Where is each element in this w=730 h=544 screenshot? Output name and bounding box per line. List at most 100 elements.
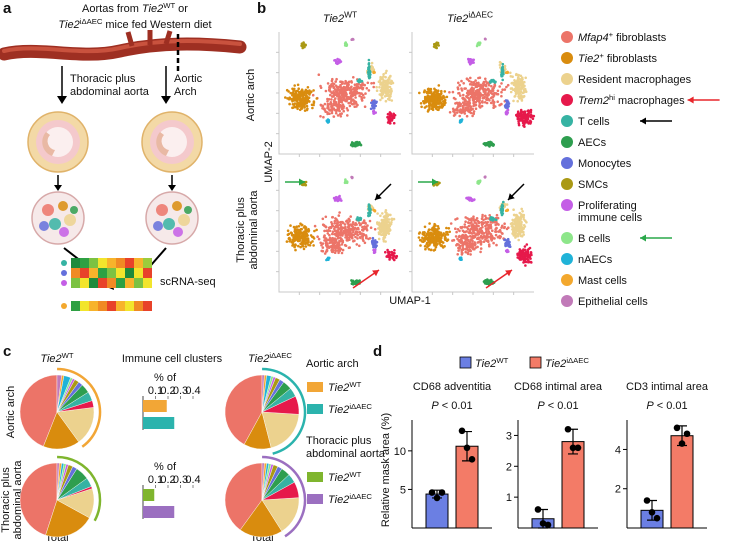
umap-point xyxy=(523,214,526,217)
umap-point xyxy=(493,237,496,240)
genotype-label: Tie2WT xyxy=(475,356,509,370)
umap-point xyxy=(346,237,349,240)
umap-point xyxy=(506,228,509,231)
legend-swatch xyxy=(307,404,323,414)
text-part: P xyxy=(537,400,545,412)
umap-point xyxy=(381,219,384,222)
umap-point xyxy=(505,243,508,246)
umap-point xyxy=(332,230,335,233)
umap-point xyxy=(296,108,299,111)
cell-suspension xyxy=(32,192,84,244)
umap-point xyxy=(338,214,341,217)
umap-point xyxy=(350,80,353,83)
arrow-head xyxy=(505,270,512,276)
heatmap-cell xyxy=(116,278,125,288)
umap-point xyxy=(389,229,392,232)
umap-point xyxy=(296,103,299,106)
umap-point xyxy=(473,83,476,86)
umap-point xyxy=(529,122,532,125)
umap-point xyxy=(352,231,355,234)
umap-point xyxy=(372,86,375,89)
y-axis-label: UMAP-2 xyxy=(263,141,275,183)
text-part: or xyxy=(178,3,188,15)
legend-label: Mast cells xyxy=(578,275,627,287)
umap-point xyxy=(515,216,518,219)
umap-point xyxy=(384,211,387,214)
umap-point xyxy=(310,241,313,244)
umap-point xyxy=(449,111,452,114)
legend-label: immune cells xyxy=(578,212,643,224)
umap-point xyxy=(458,246,461,249)
umap-point xyxy=(351,143,354,146)
heatmap-cell xyxy=(98,301,107,311)
legend-marker xyxy=(561,136,573,148)
umap-point xyxy=(387,121,390,124)
umap-point xyxy=(471,243,474,246)
method-label: scRNA-seq xyxy=(160,276,216,288)
umap-point xyxy=(336,94,339,97)
umap-point xyxy=(493,104,496,107)
umap-point xyxy=(318,73,321,76)
umap-point xyxy=(456,106,459,109)
heatmap-cell xyxy=(143,258,152,268)
text-part: Tie2 xyxy=(248,353,269,365)
legend-heading: Aortic arch xyxy=(306,358,359,370)
genotype-label: Tie2iΔAEC xyxy=(447,9,493,25)
umap-point xyxy=(495,244,498,247)
umap-point xyxy=(463,234,466,237)
umap-point xyxy=(460,80,463,83)
umap-point xyxy=(420,102,423,105)
umap-point xyxy=(458,235,461,238)
heatmap-cell xyxy=(71,278,80,288)
umap-point xyxy=(356,231,359,234)
umap-point xyxy=(335,110,338,113)
umap-point xyxy=(429,103,432,106)
umap-point xyxy=(320,244,323,247)
umap-point xyxy=(313,237,316,240)
umap-plot xyxy=(286,176,399,286)
heatmap-cell xyxy=(80,258,89,268)
legend-label: Tie2+fibroblasts xyxy=(578,51,657,65)
umap-point xyxy=(501,74,504,77)
umap-point xyxy=(353,88,356,91)
umap-point xyxy=(461,244,464,247)
umap-point xyxy=(366,224,369,227)
superscript: WT xyxy=(344,9,357,19)
umap-point xyxy=(501,205,504,208)
umap-point xyxy=(299,246,302,249)
heatmap-cell xyxy=(89,278,98,288)
cross-section xyxy=(28,112,88,172)
umap-point xyxy=(296,225,299,228)
text-part: Tie2 xyxy=(142,3,163,15)
umap-point xyxy=(353,102,356,105)
umap-point xyxy=(337,234,340,237)
legend-label: Mfap4+fibroblasts xyxy=(578,30,667,44)
panel-title: Immune cell clusters xyxy=(122,353,223,365)
legend-marker xyxy=(561,199,573,211)
umap-point xyxy=(471,59,474,62)
umap-point xyxy=(335,61,338,64)
umap-point xyxy=(307,239,310,242)
umap-point xyxy=(356,218,359,221)
umap-point xyxy=(440,93,443,96)
umap-point xyxy=(503,226,506,229)
umap-point xyxy=(340,199,343,202)
y-tick-label: 4 xyxy=(615,444,621,456)
umap-point xyxy=(506,250,509,253)
umap-point xyxy=(472,199,475,202)
umap-point xyxy=(381,87,384,90)
umap-point xyxy=(419,244,422,247)
umap-point xyxy=(308,90,311,93)
umap-point xyxy=(431,238,434,241)
umap-point xyxy=(354,145,357,148)
umap-point xyxy=(355,280,358,283)
superscript: iΔAEC xyxy=(349,492,372,501)
umap-point xyxy=(501,225,504,228)
y-axis-label: Relative mask area (%) xyxy=(380,413,392,527)
umap-point xyxy=(443,245,446,248)
heatmap-cell xyxy=(134,301,143,311)
umap-point xyxy=(520,80,523,83)
row-dot xyxy=(61,280,67,286)
umap-point xyxy=(467,239,470,242)
umap-point xyxy=(435,46,438,49)
